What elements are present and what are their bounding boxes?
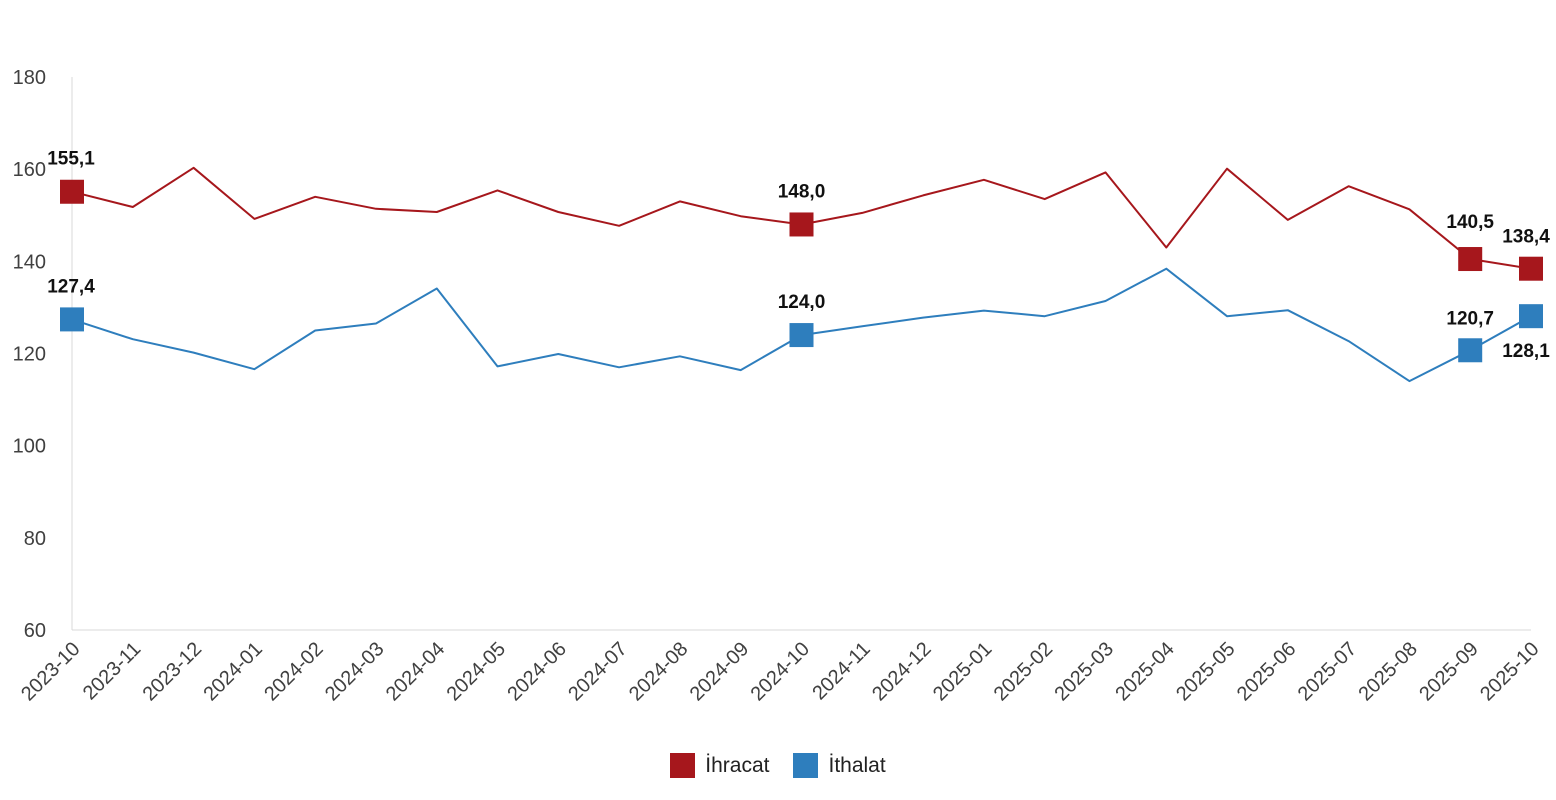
x-tick-label: 2024-12 — [868, 638, 935, 705]
y-tick-label: 180 — [13, 67, 46, 89]
y-axis: 60 80 100 120 140 160 180 — [13, 67, 73, 642]
x-tick-label: 2024-01 — [199, 638, 266, 705]
x-tick-label: 2025-03 — [1051, 638, 1118, 705]
data-marker — [1519, 256, 1543, 281]
x-tick-label: 2025-05 — [1172, 638, 1239, 705]
data-marker — [60, 307, 84, 332]
y-tick-label: 80 — [24, 528, 46, 550]
data-label-layer: 155,1 148,0 140,5 138,4 127,4 124,0 120,7 128,1 — [47, 149, 1550, 362]
data-marker — [60, 179, 84, 204]
data-label: 138,4 — [1502, 227, 1550, 248]
y-tick-label: 160 — [13, 159, 46, 181]
legend: İhracat İthalat — [0, 753, 1556, 778]
x-tick-label: 2024-10 — [747, 638, 814, 705]
legend-label-ihracat: İhracat — [705, 753, 770, 777]
data-label: 120,7 — [1446, 308, 1494, 329]
y-tick-label: 100 — [13, 436, 46, 458]
y-tick-label: 60 — [24, 620, 46, 642]
x-tick-label: 2023-11 — [79, 638, 145, 704]
data-label: 124,0 — [778, 292, 826, 313]
x-tick-label: 2024-03 — [321, 638, 388, 705]
data-marker — [1519, 304, 1543, 329]
data-label: 148,0 — [778, 181, 826, 202]
data-marker — [1458, 338, 1483, 363]
y-tick-label: 140 — [13, 251, 46, 273]
x-tick-label: 2025-04 — [1111, 638, 1178, 705]
x-tick-label: 2024-06 — [503, 638, 570, 705]
x-tick-label: 2024-05 — [443, 638, 510, 705]
x-tick-label: 2023-12 — [139, 638, 206, 705]
x-tick-label: 2024-08 — [625, 638, 692, 705]
x-tick-label: 2023-10 — [17, 638, 84, 705]
legend-item-ihracat[interactable]: İhracat — [670, 753, 769, 778]
series-layer — [60, 166, 1543, 383]
x-tick-label: 2025-06 — [1233, 638, 1300, 705]
x-tick-label: 2024-07 — [564, 638, 631, 705]
legend-swatch-ithalat — [793, 753, 819, 778]
legend-label-ithalat: İthalat — [828, 753, 886, 777]
data-marker — [1458, 247, 1483, 272]
legend-item-ithalat[interactable]: İthalat — [793, 753, 886, 778]
x-tick-label: 2024-02 — [260, 638, 327, 705]
y-tick-label: 120 — [13, 344, 46, 366]
x-tick-label: 2025-08 — [1354, 638, 1421, 705]
line-chart: 60 80 100 120 140 160 180 2023-102023-112023-1… — [13, 67, 1551, 705]
data-label: 155,1 — [47, 149, 95, 170]
x-tick-label: 2024-09 — [686, 638, 753, 705]
x-tick-label: 2024-11 — [808, 638, 874, 704]
data-label: 127,4 — [47, 276, 95, 297]
data-label: 128,1 — [1502, 341, 1550, 362]
data-marker — [789, 323, 814, 348]
x-axis: 2023-102023-112023-122024-012024-022024-… — [17, 629, 1544, 705]
x-tick-label: 2025-10 — [1476, 638, 1543, 705]
x-tick-label: 2025-02 — [990, 638, 1057, 705]
x-tick-label: 2025-01 — [929, 638, 996, 705]
legend-swatch-ihracat — [670, 753, 696, 778]
x-tick-label: 2024-04 — [382, 638, 449, 705]
x-tick-label: 2025-07 — [1294, 638, 1361, 705]
data-label: 140,5 — [1446, 212, 1494, 233]
data-marker — [789, 212, 814, 237]
x-tick-label: 2025-09 — [1415, 638, 1482, 705]
